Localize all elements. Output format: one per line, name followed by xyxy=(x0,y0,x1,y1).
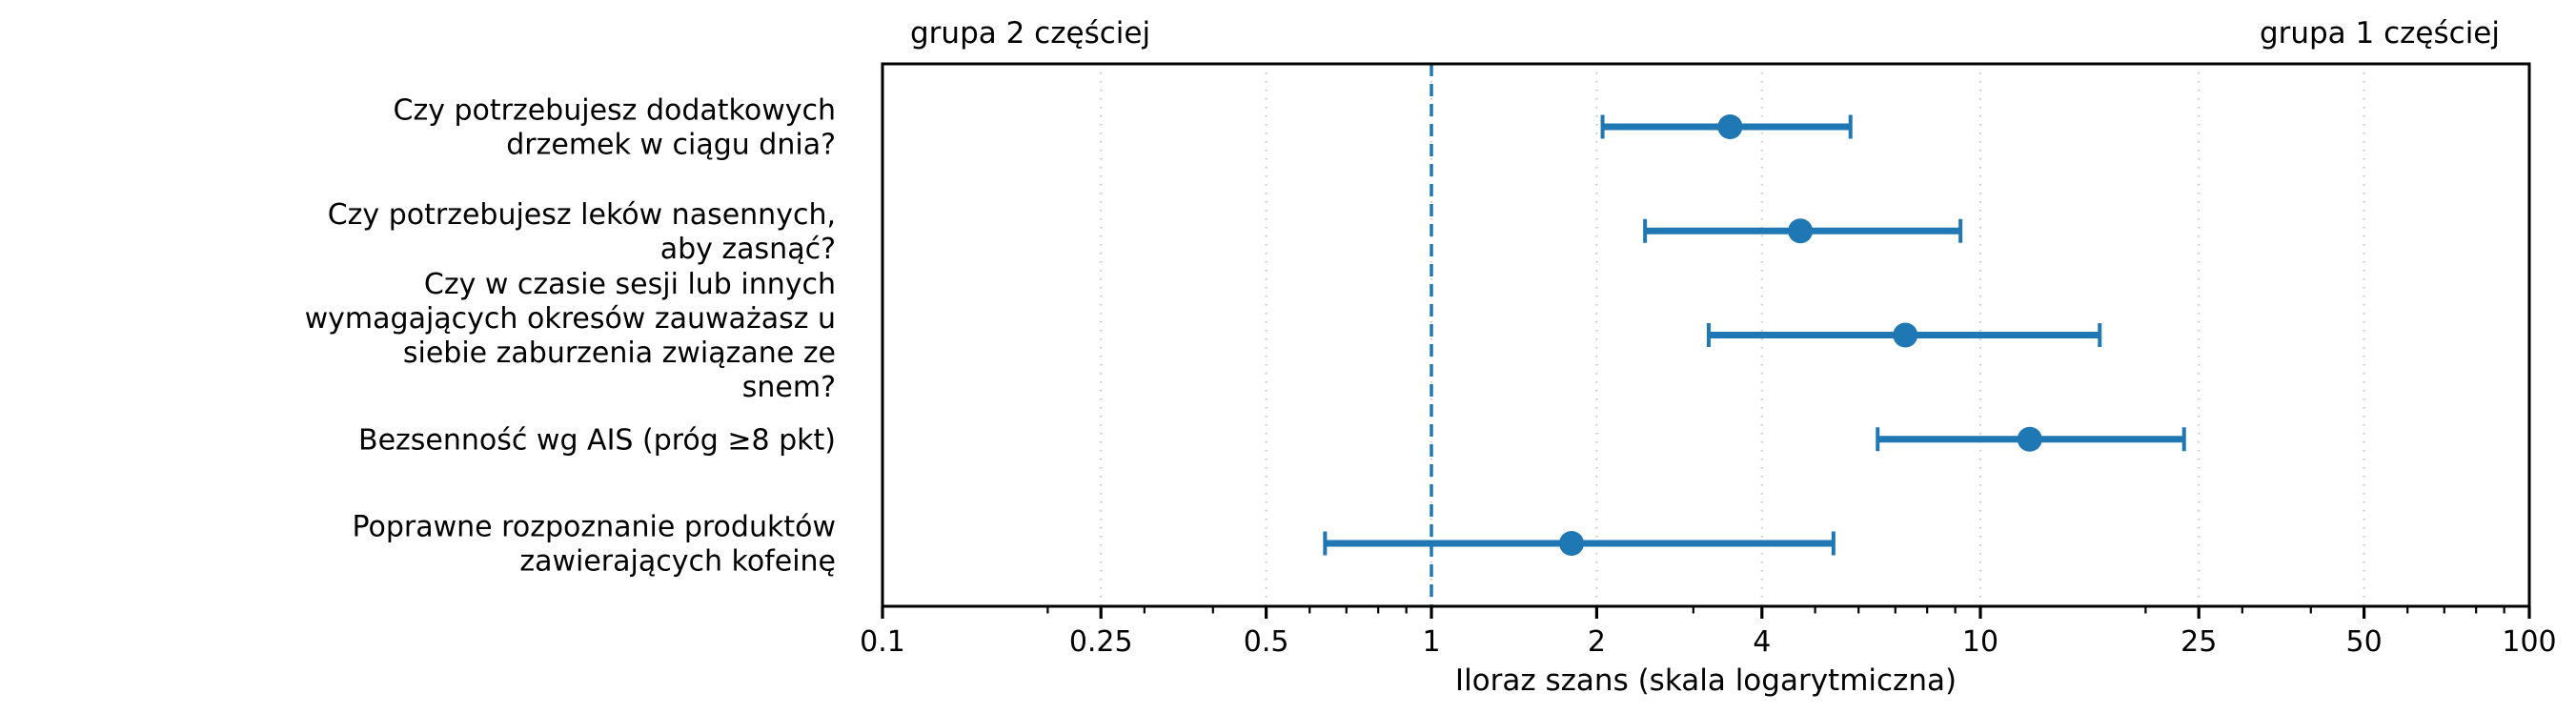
row-label-line: siebie zaburzenia związane ze xyxy=(403,337,836,370)
x-tick-label: 0.5 xyxy=(1244,625,1289,659)
row-label-line: aby zasnąć? xyxy=(660,233,836,266)
row-label-line: snem? xyxy=(742,371,836,404)
row-label-line: Poprawne rozpoznanie produktów xyxy=(353,511,837,544)
row-label-line: Czy w czasie sesji lub innych xyxy=(424,268,836,301)
or-marker xyxy=(1788,218,1814,244)
row-label-line: zawierających kofeinę xyxy=(519,545,836,579)
x-tick-label: 25 xyxy=(2180,625,2217,659)
x-tick-label: 10 xyxy=(1962,625,1998,659)
x-tick-label: 2 xyxy=(1588,625,1606,659)
row-label-line: Czy potrzebujesz leków nasennych, xyxy=(328,198,836,232)
or-marker xyxy=(1559,531,1585,556)
x-tick-label: 0.1 xyxy=(860,625,905,659)
plot-border xyxy=(881,62,2531,608)
x-tick-label: 50 xyxy=(2346,625,2383,659)
annotation-group1: grupa 1 częściej xyxy=(2260,16,2500,51)
annotation-group2: grupa 2 częściej xyxy=(910,16,1150,51)
row-label-line: Bezsenność wg AIS (próg ≥8 pkt) xyxy=(358,423,836,457)
or-marker xyxy=(2017,426,2042,452)
row-label-line: drzemek w ciągu dnia? xyxy=(506,129,836,162)
or-marker xyxy=(1893,322,1918,348)
x-tick-label: 4 xyxy=(1753,625,1771,659)
x-tick-label: 1 xyxy=(1422,625,1440,659)
x-axis-title: Iloraz szans (skala logarytmiczna) xyxy=(1455,663,1957,698)
or-marker xyxy=(1717,114,1743,139)
x-tick-label: 100 xyxy=(2502,625,2556,659)
row-label-line: wymagających okresów zauważasz u xyxy=(305,302,836,336)
row-label-line: Czy potrzebujesz dodatkowych xyxy=(394,94,837,128)
x-tick-label: 0.25 xyxy=(1069,625,1133,659)
